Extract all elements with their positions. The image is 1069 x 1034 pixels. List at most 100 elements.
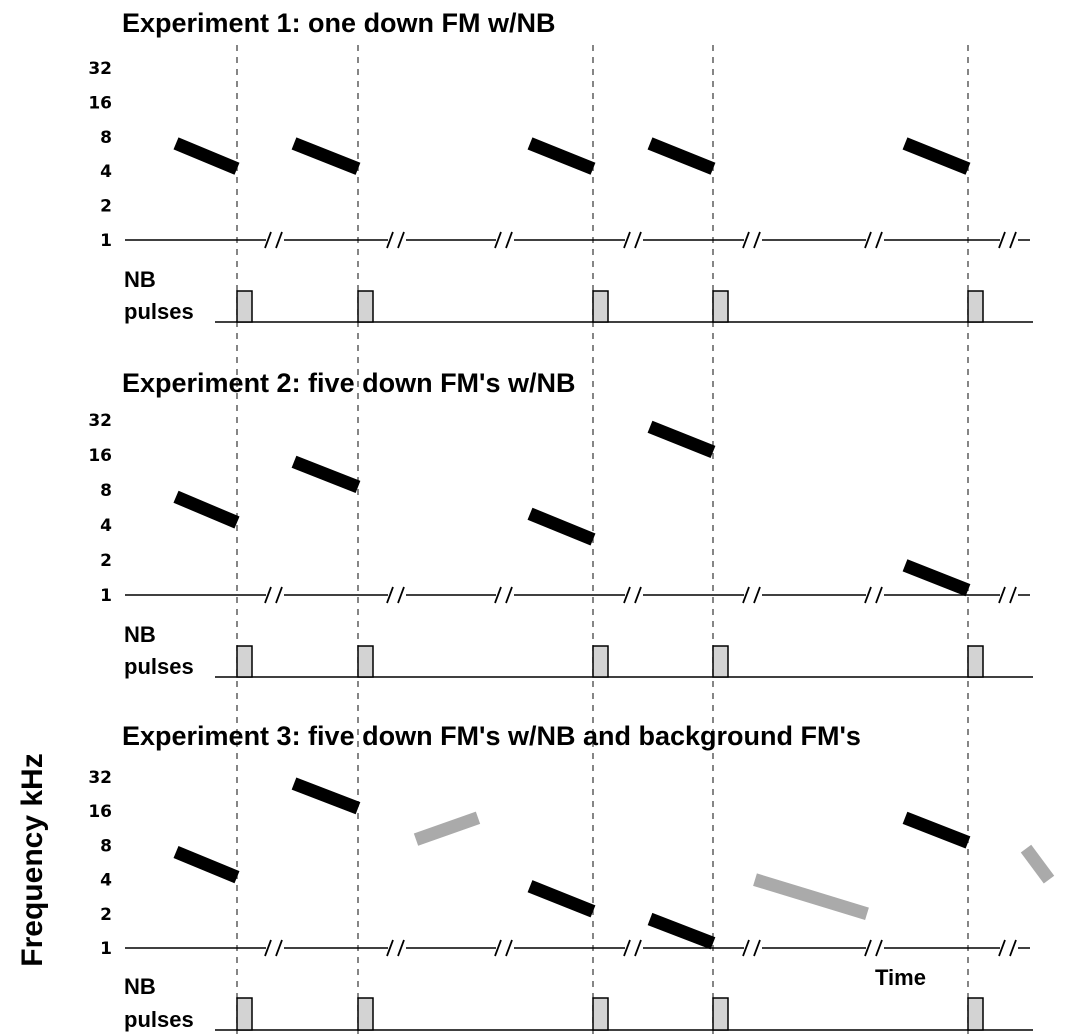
axis-break-mark — [386, 231, 394, 249]
nb-pulse — [967, 997, 984, 1031]
axis-break-gap — [625, 237, 643, 243]
axis-break-gap — [388, 237, 406, 243]
nb-label-line2: pulses — [124, 654, 194, 679]
nb-pulse — [967, 290, 984, 323]
nb-label-line1: NB — [124, 622, 156, 647]
axis-break-gap — [496, 237, 514, 243]
axis-break-gap — [744, 945, 762, 951]
axis-break-mark — [275, 586, 283, 604]
experiment-title: Experiment 3: five down FM's w/NB and ba… — [122, 721, 861, 751]
experiment-title: Experiment 2: five down FM's w/NB — [122, 368, 576, 398]
nb-pulse — [236, 645, 253, 678]
experiment-panel-1: Experiment 1: one down FM w/NB 1 2 4 8 16 32 NB… — [88, 8, 1033, 324]
axis-break-gap — [496, 945, 514, 951]
fm-sweep — [173, 490, 240, 529]
axis-break-mark — [505, 939, 513, 957]
axis-break-gap — [866, 945, 884, 951]
frequency-tick-label: 32 — [88, 411, 112, 431]
axis-break-mark — [742, 231, 750, 249]
nb-pulse — [236, 290, 253, 323]
axis-break-mark — [397, 939, 405, 957]
frequency-tick-label: 1 — [100, 939, 112, 959]
axis-break-mark — [1009, 939, 1017, 957]
axis-break-mark — [275, 231, 283, 249]
frequency-tick-label: 16 — [88, 802, 112, 822]
frequency-tick-label: 1 — [100, 586, 112, 606]
frequency-tick-label: 32 — [88, 59, 112, 79]
frequency-tick-label: 32 — [88, 768, 112, 788]
axis-break-gap — [1000, 237, 1018, 243]
frequency-tick-label: 2 — [100, 197, 112, 217]
axis-break-mark — [998, 586, 1006, 604]
nb-pulse — [357, 997, 374, 1031]
axis-break-gap — [866, 592, 884, 598]
fm-sweep — [647, 420, 716, 458]
nb-label-line1: NB — [124, 974, 156, 999]
pulse-slot-guides — [236, 45, 969, 1034]
experiment-panels: Experiment 1: one down FM w/NB 1 2 4 8 16 32 NB… — [88, 8, 1055, 1032]
axis-break-gap — [744, 592, 762, 598]
axis-break-gap — [625, 945, 643, 951]
axis-break-gap — [266, 945, 284, 951]
nb-pulse — [357, 290, 374, 323]
axis-break-mark — [742, 939, 750, 957]
fm-sweep — [173, 137, 240, 175]
fm-sweep — [902, 137, 971, 175]
axis-break-mark — [386, 939, 394, 957]
experiment-title: Experiment 1: one down FM w/NB — [122, 8, 556, 38]
fm-sweep — [291, 777, 361, 815]
frequency-tick-label: 8 — [100, 481, 112, 501]
axis-break-gap — [388, 592, 406, 598]
axis-break-gap — [266, 592, 284, 598]
frequency-tick-label: 2 — [100, 905, 112, 925]
axis-break-mark — [753, 586, 761, 604]
axis-break-mark — [998, 939, 1006, 957]
axis-break-mark — [634, 586, 642, 604]
background-fm — [753, 873, 869, 921]
axis-break-mark — [623, 231, 631, 249]
axis-break-mark — [634, 939, 642, 957]
axis-break-mark — [742, 586, 750, 604]
fm-sweep — [902, 811, 971, 849]
background-fm — [413, 811, 481, 846]
axis-break-mark — [264, 939, 272, 957]
fm-sweep — [291, 455, 361, 493]
nb-pulse — [592, 997, 609, 1031]
frequency-tick-label: 8 — [100, 128, 112, 148]
axis-break-gap — [625, 592, 643, 598]
axis-break-mark — [998, 231, 1006, 249]
axis-break-mark — [505, 586, 513, 604]
fm-sweep — [647, 912, 716, 950]
nb-pulse — [712, 645, 729, 678]
nb-label-line1: NB — [124, 267, 156, 292]
nb-label-line2: pulses — [124, 299, 194, 324]
axis-break-mark — [875, 939, 883, 957]
frequency-tick-label: 8 — [100, 836, 112, 856]
fm-sweep — [527, 880, 596, 918]
axis-break-mark — [264, 231, 272, 249]
axis-break-mark — [494, 231, 502, 249]
axis-break-mark — [386, 586, 394, 604]
axis-break-gap — [496, 592, 514, 598]
fm-sweep — [902, 559, 971, 597]
axis-break-mark — [753, 939, 761, 957]
axis-break-mark — [875, 231, 883, 249]
axis-break-mark — [1009, 586, 1017, 604]
frequency-tick-label: 16 — [88, 446, 112, 466]
axis-break-mark — [864, 586, 872, 604]
fm-sweep — [173, 845, 240, 884]
axis-break-mark — [753, 231, 761, 249]
axis-break-mark — [1009, 231, 1017, 249]
fm-sweep — [527, 507, 596, 546]
frequency-tick-label: 2 — [100, 551, 112, 571]
axis-break-mark — [875, 586, 883, 604]
frequency-tick-label: 4 — [100, 871, 112, 891]
axis-break-mark — [623, 586, 631, 604]
experiment-panel-3: Experiment 3: five down FM's w/NB and ba… — [88, 721, 1055, 1032]
nb-pulse — [592, 290, 609, 323]
fm-sweep — [291, 137, 361, 175]
nb-pulse — [357, 645, 374, 678]
axis-break-gap — [266, 237, 284, 243]
nb-pulse — [712, 290, 729, 323]
